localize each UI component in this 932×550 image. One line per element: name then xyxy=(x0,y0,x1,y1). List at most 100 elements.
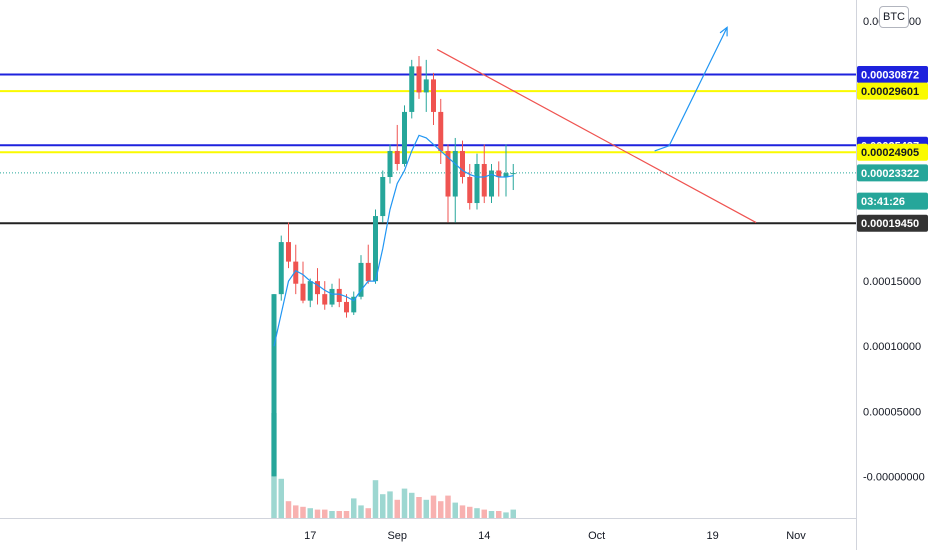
y-tick-label: 0.00010000 xyxy=(863,341,921,353)
volume-bar xyxy=(438,501,444,518)
volume-bar xyxy=(423,499,429,518)
candle-body xyxy=(373,216,378,282)
candle-body xyxy=(496,170,502,178)
x-tick-label: Nov xyxy=(786,530,806,542)
x-tick-label: 14 xyxy=(478,530,490,542)
candle-body xyxy=(438,111,444,151)
y-tick-label: -0.00000000 xyxy=(863,471,925,483)
volume-bar xyxy=(300,506,306,518)
candle-body xyxy=(307,281,313,301)
projection-arrow-line xyxy=(654,27,728,152)
candle-body xyxy=(351,296,357,313)
price-tag-label: 0.00019450 xyxy=(861,218,919,230)
candle-body xyxy=(416,66,422,93)
candle-body xyxy=(452,150,458,197)
candle-body xyxy=(409,66,415,112)
candle-body xyxy=(460,150,465,178)
volume-bar xyxy=(285,501,292,518)
y-tick-label: 0.00015000 xyxy=(863,276,921,288)
volume-bar xyxy=(307,508,313,518)
x-tick-label: 17 xyxy=(304,530,316,542)
volume-bar xyxy=(503,512,509,518)
volume-bar xyxy=(510,509,516,518)
candle-body xyxy=(510,173,516,175)
candle-body xyxy=(445,150,451,197)
volume-bar xyxy=(329,511,335,518)
time-axis[interactable]: 17 Sep 14 Oct 19 Nov xyxy=(304,530,806,542)
price-tag xyxy=(857,192,928,210)
price-tag-label: 0.00030872 xyxy=(861,70,919,82)
volume-bar xyxy=(474,508,480,518)
candle-body xyxy=(293,261,299,284)
price-tag-label: 0.00024905 xyxy=(861,147,919,159)
candle-body xyxy=(481,163,487,197)
volume-bar xyxy=(387,491,393,518)
volume-bar xyxy=(409,492,415,518)
volume-bar xyxy=(488,511,495,518)
candle-body xyxy=(387,150,393,178)
price-tag-label: 0.00029601 xyxy=(861,86,919,98)
price-tag-label: 03:41:26 xyxy=(861,196,905,208)
price-tag xyxy=(857,82,928,100)
candle-body xyxy=(423,79,429,93)
candle-body xyxy=(394,150,400,164)
candle-body xyxy=(300,283,306,301)
moving-average-line xyxy=(273,134,514,347)
volume-bar xyxy=(293,505,299,518)
x-tick-label: 19 xyxy=(707,530,719,542)
volume-bar xyxy=(314,509,321,518)
price-tag xyxy=(857,143,928,161)
volume-bar xyxy=(278,478,284,518)
volume-bar xyxy=(336,511,342,518)
candle-body xyxy=(380,177,386,217)
volume-bar xyxy=(372,480,379,518)
projection-arrow-head xyxy=(719,26,728,37)
candle-body xyxy=(467,177,473,204)
volume-bar xyxy=(467,506,473,518)
price-axis[interactable]: 0.000350000.000150000.000100000.00005000… xyxy=(863,16,925,484)
candle-body xyxy=(344,301,349,313)
volume-bar xyxy=(380,494,386,518)
volume-bar xyxy=(416,497,422,518)
y-tick-label: 0.00005000 xyxy=(863,406,921,418)
candle-body xyxy=(286,242,291,262)
candle-body xyxy=(315,281,320,295)
volume-bar xyxy=(496,511,502,518)
price-tag xyxy=(857,66,928,84)
price-tag xyxy=(857,164,928,182)
price-tag xyxy=(857,214,928,232)
volume-bar xyxy=(394,499,400,518)
volume-bar xyxy=(430,495,437,518)
candle-layer xyxy=(271,55,516,477)
volume-bar xyxy=(343,511,350,518)
currency-badge[interactable]: BTC xyxy=(879,6,909,28)
volume-bar xyxy=(459,505,466,518)
candle-body xyxy=(329,288,335,305)
drawings-layer xyxy=(273,26,757,347)
candle-body xyxy=(503,173,509,178)
candle-body xyxy=(278,242,284,295)
volume-bar xyxy=(445,495,451,518)
price-tags: 0.000308720.000296010.000254370.00024905… xyxy=(857,66,928,232)
volume-bar xyxy=(322,509,328,518)
x-tick-label: Sep xyxy=(387,530,407,542)
price-tag-label: 0.00023322 xyxy=(861,168,919,180)
candle-body xyxy=(322,294,328,305)
descending-trendline xyxy=(436,48,757,224)
volume-bar xyxy=(401,488,408,518)
volume-bar xyxy=(365,508,371,518)
volume-bar xyxy=(358,505,364,518)
candle-body xyxy=(402,111,407,164)
candle-body xyxy=(365,262,371,282)
candle-body xyxy=(489,170,494,197)
volume-bar xyxy=(481,509,487,518)
candle-body xyxy=(271,294,277,477)
candle-body xyxy=(431,79,436,112)
candle-body xyxy=(358,262,364,297)
volume-bar xyxy=(351,498,357,518)
candle-body xyxy=(474,163,480,204)
volume-bar xyxy=(452,502,458,518)
